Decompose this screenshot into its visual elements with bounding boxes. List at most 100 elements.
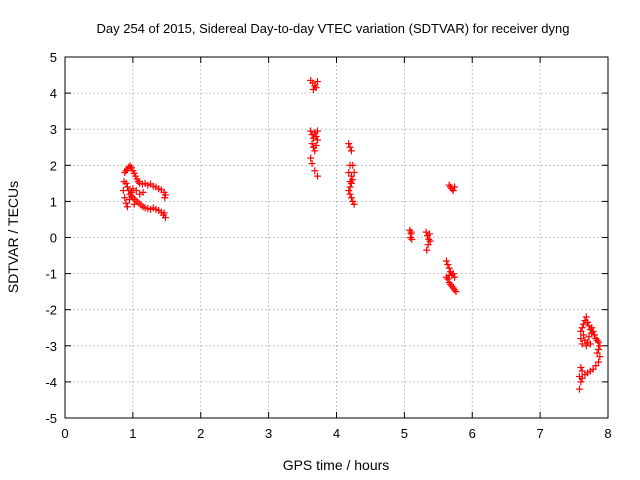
data-point	[445, 264, 453, 272]
data-point	[578, 324, 586, 332]
x-tick-label: 5	[401, 426, 408, 441]
data-point	[345, 140, 353, 148]
data-point	[313, 136, 321, 144]
data-point	[451, 183, 459, 191]
x-tick-label: 2	[197, 426, 204, 441]
data-point	[408, 235, 416, 243]
data-point	[584, 318, 592, 326]
data-point	[442, 257, 450, 265]
data-point	[594, 338, 602, 346]
data-point	[577, 327, 585, 335]
data-point	[582, 313, 590, 321]
data-point	[121, 194, 129, 202]
data-point	[592, 362, 600, 370]
data-point	[586, 340, 594, 348]
data-point	[350, 169, 358, 177]
data-point	[123, 183, 131, 191]
data-point	[161, 214, 169, 222]
y-tick-label: -3	[45, 339, 57, 354]
data-point	[313, 172, 321, 180]
data-point	[345, 187, 353, 195]
data-point	[580, 320, 588, 328]
data-point	[123, 203, 131, 211]
data-point	[132, 187, 140, 195]
data-point	[128, 188, 136, 196]
x-tick-label: 0	[61, 426, 68, 441]
data-point	[444, 261, 452, 269]
data-points	[119, 76, 604, 393]
data-point	[425, 230, 433, 238]
data-point	[312, 141, 320, 149]
y-tick-label: -4	[45, 375, 57, 390]
y-tick-label: -1	[45, 267, 57, 282]
data-point	[449, 270, 457, 278]
data-point	[423, 246, 431, 254]
data-point	[160, 209, 168, 217]
data-point	[424, 241, 432, 249]
x-tick-label: 4	[333, 426, 340, 441]
y-tick-label: 5	[50, 50, 57, 65]
data-point	[313, 78, 321, 86]
data-point	[308, 159, 316, 167]
data-point	[309, 85, 317, 93]
data-point	[312, 132, 320, 140]
data-point	[596, 342, 604, 350]
data-point	[307, 154, 315, 162]
data-point	[578, 367, 586, 375]
data-point	[120, 178, 128, 186]
data-point	[347, 172, 355, 180]
chart-title: Day 254 of 2015, Sidereal Day-to-day VTE…	[96, 21, 569, 36]
x-tick-label: 6	[469, 426, 476, 441]
y-axis-label: SDTVAR / TECUs	[5, 181, 21, 293]
data-point	[578, 340, 586, 348]
y-tick-labels: -5 -4 -3 -2 -1 0 1 2 3 4 5	[45, 50, 57, 426]
x-tick-labels: 0 1 2 3 4 5 6 7 8	[61, 426, 611, 441]
data-point	[308, 140, 316, 148]
data-point	[347, 194, 355, 202]
data-point	[588, 329, 596, 337]
x-tick-label: 3	[265, 426, 272, 441]
data-point	[307, 127, 315, 135]
x-tick-label: 1	[129, 426, 136, 441]
data-point	[593, 349, 601, 357]
data-point	[578, 374, 586, 382]
y-tick-label: -5	[45, 411, 57, 426]
data-point	[349, 161, 357, 169]
data-point	[119, 187, 127, 195]
data-point	[313, 127, 321, 135]
data-point	[451, 273, 459, 281]
y-tick-label: 0	[50, 231, 57, 246]
data-point	[594, 345, 602, 353]
data-point	[596, 353, 604, 361]
data-point	[346, 143, 354, 151]
axis-ticks	[64, 56, 609, 419]
data-point	[346, 178, 354, 186]
data-point	[575, 385, 583, 393]
x-axis-label: GPS time / hours	[283, 457, 390, 473]
data-point	[594, 358, 602, 366]
data-point	[581, 371, 589, 379]
data-point	[585, 333, 593, 341]
y-tick-label: -2	[45, 303, 57, 318]
data-point	[311, 167, 319, 175]
y-tick-label: 1	[50, 194, 57, 209]
y-tick-label: 4	[50, 86, 57, 101]
data-point	[449, 187, 457, 195]
data-point	[122, 199, 130, 207]
data-point	[130, 200, 138, 208]
x-tick-label: 8	[604, 426, 611, 441]
data-point	[445, 271, 453, 279]
data-point	[582, 342, 590, 350]
data-point	[311, 147, 319, 155]
data-point	[452, 288, 460, 296]
grid	[65, 57, 608, 418]
data-point	[125, 196, 133, 204]
data-point	[347, 147, 355, 155]
data-point	[577, 335, 585, 343]
x-tick-label: 7	[537, 426, 544, 441]
data-point	[346, 190, 354, 198]
data-point	[161, 194, 169, 202]
data-point	[577, 378, 585, 386]
